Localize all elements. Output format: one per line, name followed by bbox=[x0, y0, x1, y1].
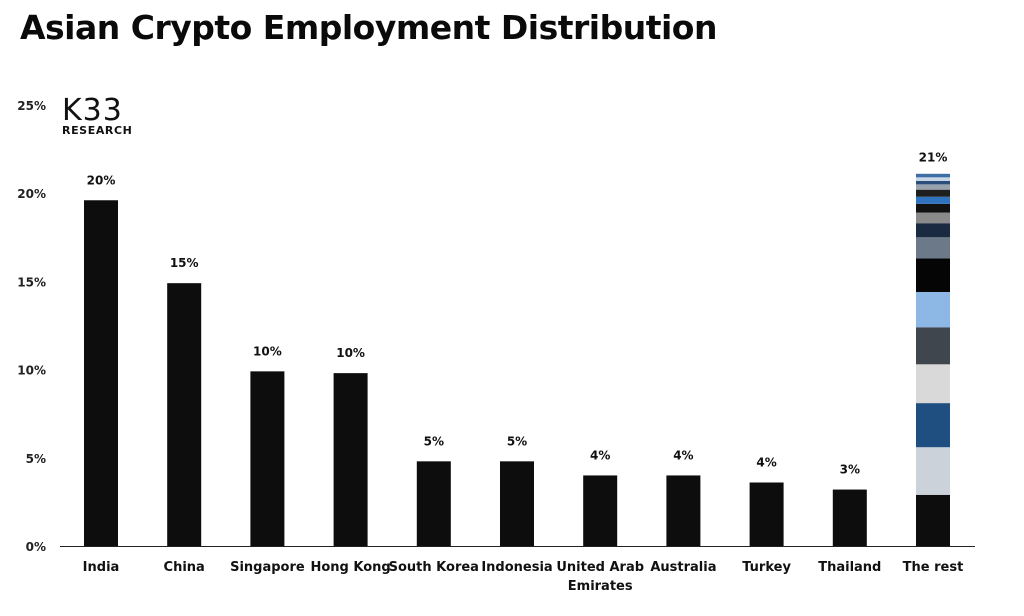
data-label: 5% bbox=[424, 434, 444, 448]
bar bbox=[749, 482, 784, 546]
x-tick-label: Turkey bbox=[742, 560, 791, 575]
chart-title: Asian Crypto Employment Distribution bbox=[20, 8, 717, 47]
bar-segment-the-rest bbox=[916, 203, 950, 213]
x-tick-label: Hong Kong bbox=[310, 560, 390, 575]
bar bbox=[84, 200, 118, 547]
data-label: 21% bbox=[919, 150, 948, 164]
bar-segment-the-rest bbox=[916, 184, 950, 190]
x-tick-label: Singapore bbox=[230, 560, 305, 575]
bar-segment-the-rest bbox=[916, 291, 950, 328]
bar-segment-the-rest bbox=[916, 403, 950, 448]
x-tick-label: Emirates bbox=[568, 579, 633, 594]
x-tick-label: Thailand bbox=[818, 560, 881, 575]
data-label: 10% bbox=[336, 346, 365, 360]
bar bbox=[666, 475, 701, 546]
bar-segment-the-rest bbox=[916, 173, 950, 178]
bar-segment-the-rest bbox=[916, 196, 950, 204]
x-tick-label: Australia bbox=[650, 560, 716, 575]
logo-sub-text: RESEARCH bbox=[62, 124, 133, 137]
bar bbox=[167, 283, 202, 546]
k33-research-logo: K33 RESEARCH bbox=[62, 93, 152, 137]
bar-segment-the-rest bbox=[916, 189, 950, 197]
bar bbox=[500, 461, 534, 546]
x-tick-label: Indonesia bbox=[481, 560, 552, 575]
bar bbox=[832, 489, 867, 546]
bar-segment-the-rest bbox=[916, 237, 950, 259]
bar-segment-the-rest bbox=[916, 223, 950, 238]
bar-segment-the-rest bbox=[916, 447, 950, 495]
data-label: 15% bbox=[170, 256, 199, 270]
bar-segment-the-rest bbox=[916, 177, 950, 181]
bar-segment-the-rest bbox=[916, 494, 950, 546]
data-label: 4% bbox=[590, 448, 610, 462]
x-tick-label: China bbox=[164, 560, 205, 575]
y-tick-label: 20% bbox=[17, 187, 46, 201]
data-label: 4% bbox=[756, 455, 776, 469]
y-tick-label: 25% bbox=[17, 99, 46, 113]
data-label: 4% bbox=[673, 448, 693, 462]
y-tick-label: 0% bbox=[26, 540, 46, 554]
bar-segment-the-rest bbox=[916, 212, 950, 224]
y-tick-label: 5% bbox=[26, 452, 46, 466]
bar bbox=[250, 371, 285, 546]
bar-segment-the-rest bbox=[916, 327, 950, 365]
data-label: 5% bbox=[507, 434, 527, 448]
x-tick-label: United Arab bbox=[556, 560, 644, 575]
data-label: 20% bbox=[87, 173, 116, 187]
bar-segment-the-rest bbox=[916, 180, 950, 185]
bar-segment-the-rest bbox=[916, 364, 950, 404]
bar bbox=[416, 461, 451, 546]
data-label: 3% bbox=[840, 463, 860, 477]
x-tick-label: South Korea bbox=[389, 560, 479, 575]
y-tick-label: 10% bbox=[17, 364, 46, 378]
logo-main-text: K33 bbox=[62, 93, 123, 128]
y-tick-label: 15% bbox=[17, 275, 46, 289]
x-tick-label: India bbox=[83, 560, 120, 575]
bar-segment-the-rest bbox=[916, 258, 950, 292]
bar bbox=[333, 373, 368, 546]
bar bbox=[583, 475, 618, 546]
data-label: 10% bbox=[253, 344, 282, 358]
x-tick-label: The rest bbox=[903, 560, 964, 575]
